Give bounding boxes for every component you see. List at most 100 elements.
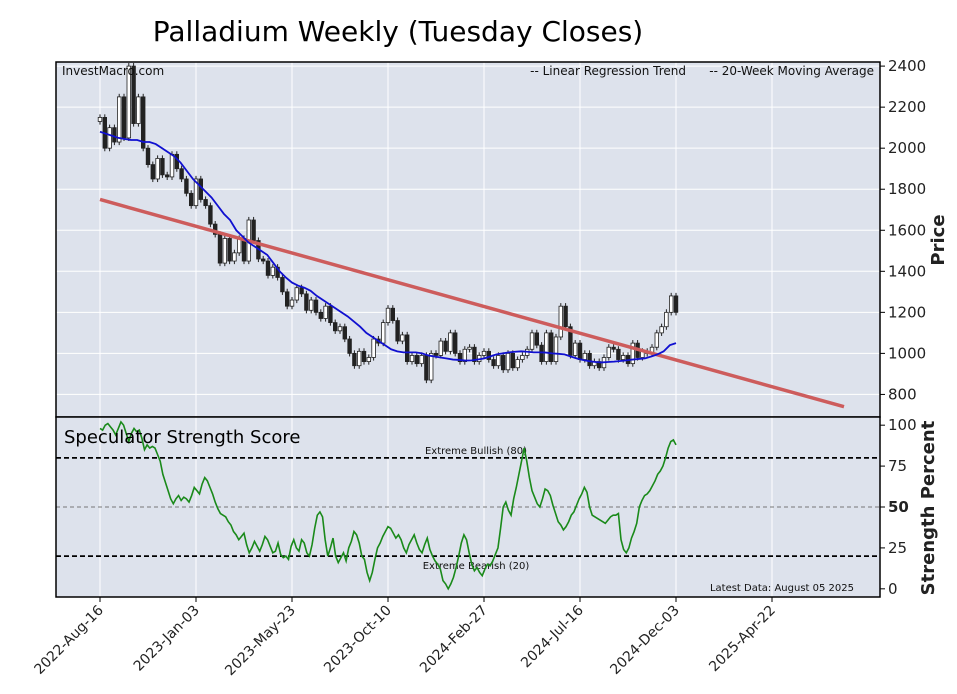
strength-tick-label: 50	[888, 498, 909, 516]
x-axis-ticks: 2022-Aug-16 2023-Jan-03 2023-May-23 2023-Oc…	[31, 597, 779, 680]
legend-moving-average: -- 20-Week Moving Average	[709, 64, 874, 78]
price-candle	[121, 93, 127, 142]
price-candle	[289, 296, 295, 310]
price-candle	[549, 329, 554, 365]
price-candle	[308, 296, 314, 314]
price-candle	[323, 303, 328, 322]
x-tick-label: 2025-Apr-22	[706, 603, 779, 676]
threshold-label: Extreme Bullish (80)	[425, 446, 527, 457]
price-candle	[347, 335, 352, 357]
strength-tick-label: 25	[888, 539, 907, 557]
price-panel: InvestMacro.com -- Linear Regression Tre…	[55, 57, 949, 418]
x-tick-label: 2023-May-23	[222, 603, 299, 680]
price-candle	[500, 352, 506, 373]
x-tick-label: 2022-Aug-16	[31, 602, 106, 677]
price-candle	[265, 257, 271, 279]
price-candle	[467, 344, 472, 353]
price-candle	[515, 356, 520, 371]
watermark: InvestMacro.com	[62, 64, 164, 78]
price-candle	[227, 235, 232, 265]
strength-y-ticks: 0 25 50 75 100	[880, 416, 917, 598]
price-candle	[544, 329, 549, 365]
regression-trend-line	[99, 197, 845, 409]
price-candle	[438, 337, 443, 359]
price-candle	[385, 305, 391, 326]
price-candle	[395, 317, 400, 345]
price-candle	[126, 63, 131, 142]
price-candle	[366, 354, 371, 365]
price-candle	[496, 352, 501, 369]
price-candle	[164, 171, 170, 180]
price-candle	[616, 346, 621, 363]
latest-data-note: Latest Data: August 05 2025	[710, 583, 854, 594]
price-tick-label: 1200	[888, 303, 926, 321]
price-tick-label: 2400	[888, 57, 926, 75]
price-candle	[371, 335, 376, 361]
price-candle	[390, 305, 395, 324]
legend-regression: -- Linear Regression Trend	[530, 64, 686, 78]
price-candle	[611, 344, 616, 353]
price-candle	[529, 329, 535, 353]
price-candle	[606, 344, 611, 361]
price-candle	[472, 344, 477, 365]
strength-score-line	[99, 420, 677, 591]
price-candle	[280, 274, 285, 295]
price-candle	[270, 264, 275, 279]
price-candle	[510, 350, 515, 371]
price-candle	[654, 329, 659, 351]
price-candle	[222, 235, 227, 267]
price-candle	[539, 342, 544, 365]
price-candle	[284, 288, 290, 310]
price-tick-label: 1000	[888, 344, 926, 362]
price-candle	[563, 303, 568, 330]
price-marks	[97, 63, 845, 409]
price-candle	[217, 231, 223, 267]
price-candle	[318, 309, 323, 322]
price-panel-bg	[56, 62, 880, 417]
price-candle	[145, 145, 151, 168]
price-candle	[179, 165, 184, 183]
price-candle	[659, 323, 664, 336]
price-tick-label: 1400	[888, 262, 926, 280]
price-candle	[332, 319, 338, 334]
strength-panel: Extreme Bullish (80) Extreme Bearish (20)…	[55, 416, 939, 598]
price-candle	[520, 352, 525, 363]
price-candle	[414, 352, 419, 367]
price-candle	[203, 196, 208, 209]
price-tick-label: 2000	[888, 139, 926, 157]
price-candle	[188, 190, 194, 209]
price-candle	[419, 352, 424, 367]
price-tick-label: 1800	[888, 180, 926, 198]
price-candle	[294, 284, 299, 304]
price-candle	[534, 329, 539, 349]
price-candle	[361, 348, 367, 365]
price-candle	[313, 296, 319, 316]
price-candle	[328, 303, 333, 326]
price-candle	[587, 350, 592, 369]
price-candle	[337, 323, 343, 334]
x-tick-label: 2024-Dec-03	[607, 603, 682, 678]
threshold-label: Extreme Bearish (20)	[423, 561, 530, 572]
strength-tick-label: 100	[888, 416, 917, 434]
price-candle	[630, 340, 635, 367]
price-axis-label: Price	[928, 214, 949, 265]
price-candle	[304, 290, 309, 314]
price-candle	[457, 350, 463, 365]
price-candle	[136, 93, 141, 127]
price-candle	[160, 155, 165, 178]
chart-title: Palladium Weekly (Tuesday Closes)	[153, 15, 643, 48]
strength-marks: Extreme Bullish (80) Extreme Bearish (20)	[56, 420, 880, 591]
price-candle	[352, 350, 357, 369]
price-candle	[673, 292, 679, 316]
price-candle	[573, 340, 578, 359]
price-candle	[112, 124, 117, 146]
x-tick-label: 2023-Oct-10	[321, 603, 395, 677]
price-candle	[481, 348, 487, 359]
price-candle	[491, 356, 496, 369]
price-candle	[97, 114, 103, 125]
price-candle	[208, 202, 213, 228]
price-candle	[404, 331, 410, 365]
price-candle	[212, 221, 218, 238]
price-candle	[356, 348, 362, 369]
